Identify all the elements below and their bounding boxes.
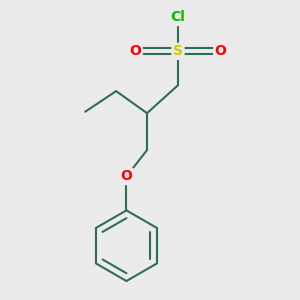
Text: S: S [173, 44, 183, 58]
Text: Cl: Cl [170, 11, 185, 25]
Text: O: O [215, 44, 226, 58]
Text: O: O [121, 169, 132, 184]
Text: O: O [129, 44, 141, 58]
